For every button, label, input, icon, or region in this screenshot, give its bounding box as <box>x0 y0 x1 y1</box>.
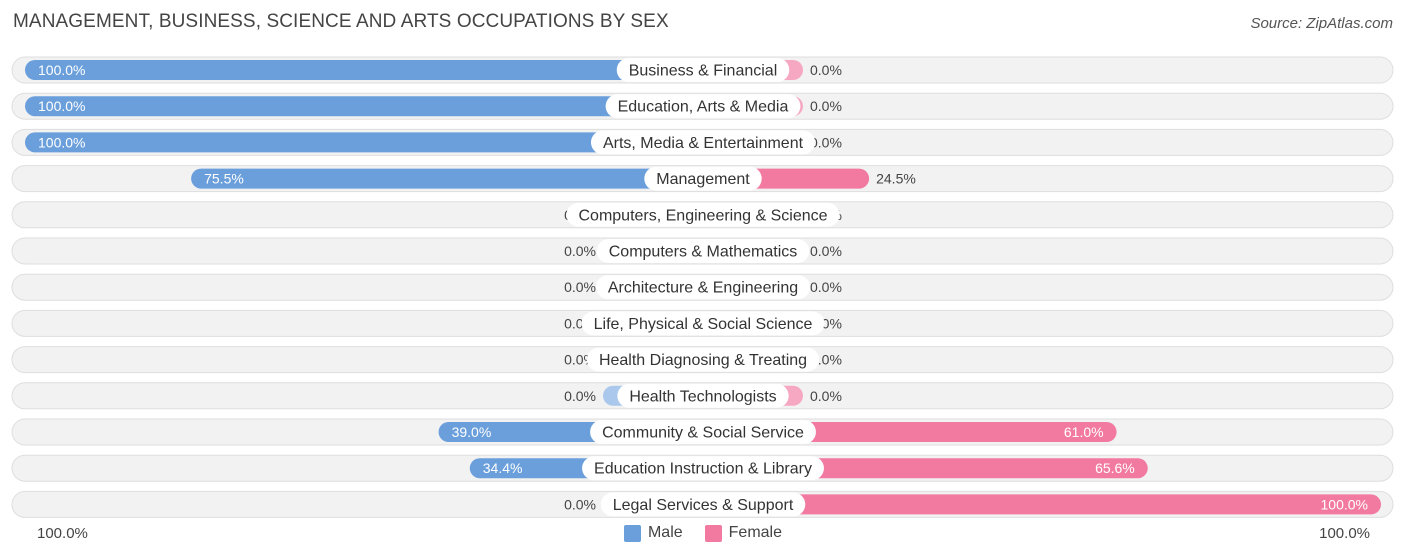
category-label: Community & Social Service <box>602 425 804 442</box>
row-life-physical-and-social-science: 0.0% 0.0%Life, Physical & Social Science <box>11 309 1394 337</box>
row-community-and-social-service: 39.0% 61.0% Community & Social Service <box>11 418 1394 446</box>
value-label-male: 75.5% <box>204 171 244 187</box>
value-label-male: 34.4% <box>483 460 523 476</box>
bar-female <box>703 494 1381 515</box>
legend-swatch-male <box>623 524 641 542</box>
legend-item-male: Male <box>623 524 683 542</box>
category-pill <box>600 492 806 517</box>
bar-male <box>25 132 703 153</box>
category-pill <box>590 130 816 155</box>
legend-item-female: Female <box>704 524 783 542</box>
row-arts-media-and-entertainment: 100.0% 0.0% Arts, Media & Entertainment <box>11 128 1394 156</box>
chart-title: MANAGEMENT, BUSINESS, SCIENCE AND ARTS O… <box>13 11 669 32</box>
category-pill <box>582 456 824 481</box>
value-label-female: 0.0% <box>810 243 842 259</box>
value-label-male: 0.0% <box>564 388 596 404</box>
bar-male <box>25 60 703 80</box>
category-label: Computers, Engineering & Science <box>578 207 827 224</box>
value-label-female: 0.0% <box>810 62 842 78</box>
category-pill <box>596 239 810 263</box>
category-pill <box>586 347 820 372</box>
legend: Male Female <box>0 524 1406 542</box>
category-pill <box>616 58 790 82</box>
value-label-female: 0.0% <box>810 98 842 114</box>
value-label-male: 100.0% <box>38 134 85 150</box>
source-label: Source: ZipAtlas.com <box>1250 15 1393 32</box>
bar-male <box>191 168 704 189</box>
category-label: Health Diagnosing & Treating <box>599 352 807 369</box>
legend-label-female: Female <box>728 524 783 541</box>
row-business-and-financial: 100.0% 0.0% Business & Financial <box>11 56 1394 84</box>
category-pill <box>617 383 789 408</box>
value-label-male: 0.0% <box>564 496 596 512</box>
category-label: Life, Physical & Social Science <box>594 316 813 333</box>
legend-label-male: Male <box>647 524 683 541</box>
row-architecture-and-engineering: 0.0% 0.0% Architecture & Engineering <box>11 273 1394 301</box>
row-management: 75.5% 24.5% Management <box>11 165 1394 193</box>
value-label-female: 0.0% <box>810 134 842 150</box>
row-computers-and-mathematics: 0.0% 0.0% Computers & Mathematics <box>11 237 1394 265</box>
value-label-female: 61.0% <box>1064 424 1104 440</box>
category-pill <box>590 420 816 444</box>
value-label-male: 39.0% <box>452 424 492 440</box>
value-label-male: 0.0% <box>564 243 596 259</box>
axis-left-label: 100.0% <box>37 525 88 542</box>
category-pill <box>566 202 840 227</box>
category-label: Legal Services & Support <box>613 497 794 514</box>
row-legal-services-and-support: 0.0% 100.0% Legal Services & Support <box>11 490 1394 518</box>
category-label: Computers & Mathematics <box>609 244 798 261</box>
category-pill <box>605 94 801 119</box>
row-computers-engineering-and-science: 0.0%0.0%Computers, Engineering & Science <box>11 201 1394 229</box>
row-health-diagnosing-and-treating: 0.0% 0.0%Health Diagnosing & Treating <box>11 346 1394 374</box>
value-label-female: 0.0% <box>810 279 842 295</box>
row-education-arts-and-media: 100.0% 0.0% Education, Arts & Media <box>11 92 1394 120</box>
category-label: Architecture & Engineering <box>608 280 798 297</box>
category-label: Management <box>656 171 750 188</box>
bar-male <box>25 96 703 117</box>
category-pill <box>581 311 825 336</box>
value-label-female: 100.0% <box>1321 496 1368 512</box>
value-label-female: 0.0% <box>810 388 842 404</box>
category-label: Education, Arts & Media <box>618 99 789 116</box>
category-pill <box>644 166 762 191</box>
category-label: Arts, Media & Entertainment <box>603 135 804 152</box>
value-label-female: 65.6% <box>1095 460 1135 476</box>
category-label: Business & Financial <box>629 63 778 80</box>
value-label-female: 24.5% <box>876 171 916 187</box>
row-education-instruction-and-library: 34.4% 65.6% Education Instruction & Librar… <box>11 454 1394 482</box>
value-label-male: 0.0% <box>564 279 596 295</box>
value-label-male: 100.0% <box>38 98 85 114</box>
axis-right-label: 100.0% <box>1319 525 1370 542</box>
category-label: Health Technologists <box>629 388 776 405</box>
value-label-male: 100.0% <box>38 62 85 78</box>
category-pill <box>595 275 811 300</box>
legend-swatch-female <box>704 524 722 542</box>
row-health-technologists: 0.0% 0.0% Health Technologists <box>11 382 1394 410</box>
category-label: Education Instruction & Library <box>594 461 812 478</box>
